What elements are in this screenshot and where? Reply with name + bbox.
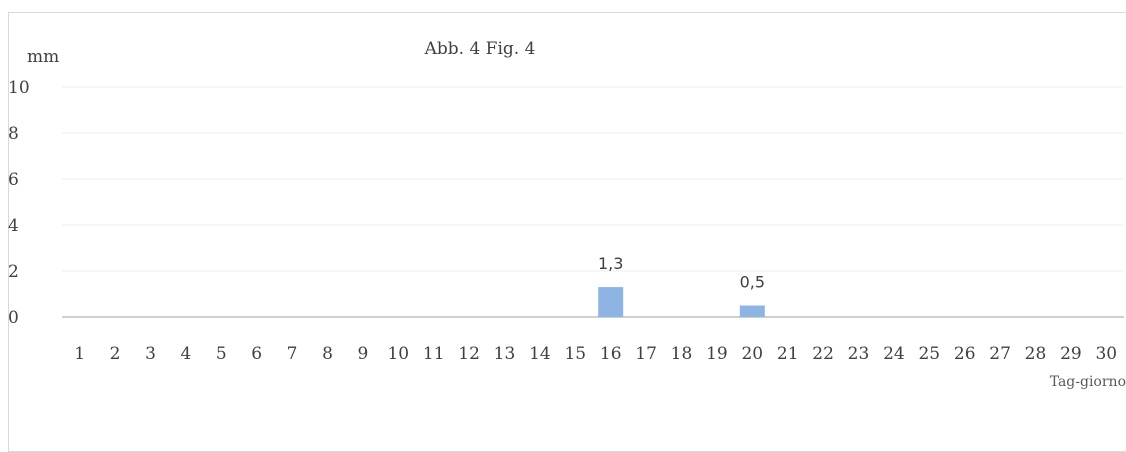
x-tick-label: 13 — [494, 344, 516, 364]
x-tick-label: 22 — [812, 344, 834, 364]
x-tick-label: 20 — [741, 344, 763, 364]
y-tick-label: 4 — [8, 216, 19, 236]
x-tick-label: 18 — [671, 344, 693, 364]
bar — [598, 287, 624, 317]
x-tick-label: 29 — [1060, 344, 1082, 364]
x-tick-label: 23 — [848, 344, 870, 364]
x-tick-label: 26 — [954, 344, 976, 364]
chart-title: Abb. 4 Fig. 4 — [424, 39, 536, 59]
x-tick-label: 1 — [74, 344, 85, 364]
x-tick-label: 12 — [458, 344, 480, 364]
x-tick-label: 30 — [1095, 344, 1117, 364]
x-tick-label: 4 — [180, 344, 191, 364]
x-tick-label: 8 — [322, 344, 333, 364]
y-tick-label: 0 — [8, 308, 19, 328]
x-tick-label: 27 — [989, 344, 1011, 364]
x-tick-label: 21 — [777, 344, 799, 364]
x-tick-label: 7 — [287, 344, 298, 364]
y-axis-label: mm — [27, 47, 59, 67]
y-tick-label: 10 — [8, 78, 30, 98]
x-tick-label: 10 — [387, 344, 409, 364]
x-axis-label: Tag-giorno — [1050, 374, 1126, 390]
x-tick-label: 9 — [357, 344, 368, 364]
x-tick-label: 24 — [883, 344, 905, 364]
bar — [739, 305, 765, 317]
data-label: 0,5 — [740, 273, 765, 292]
x-tick-label: 17 — [635, 344, 657, 364]
x-tick-label: 2 — [110, 344, 121, 364]
x-tick-label: 28 — [1025, 344, 1047, 364]
x-tick-label: 3 — [145, 344, 156, 364]
x-tick-label: 14 — [529, 344, 551, 364]
x-tick-label: 19 — [706, 344, 728, 364]
x-tick-label: 6 — [251, 344, 262, 364]
x-tick-label: 25 — [918, 344, 940, 364]
y-tick-label: 2 — [8, 262, 19, 282]
x-tick-label: 15 — [564, 344, 586, 364]
x-tick-label: 11 — [423, 344, 445, 364]
y-tick-label: 8 — [8, 124, 19, 144]
data-label: 1,3 — [598, 254, 623, 273]
x-tick-label: 16 — [600, 344, 622, 364]
x-tick-label: 5 — [216, 344, 227, 364]
y-tick-label: 6 — [8, 170, 19, 190]
